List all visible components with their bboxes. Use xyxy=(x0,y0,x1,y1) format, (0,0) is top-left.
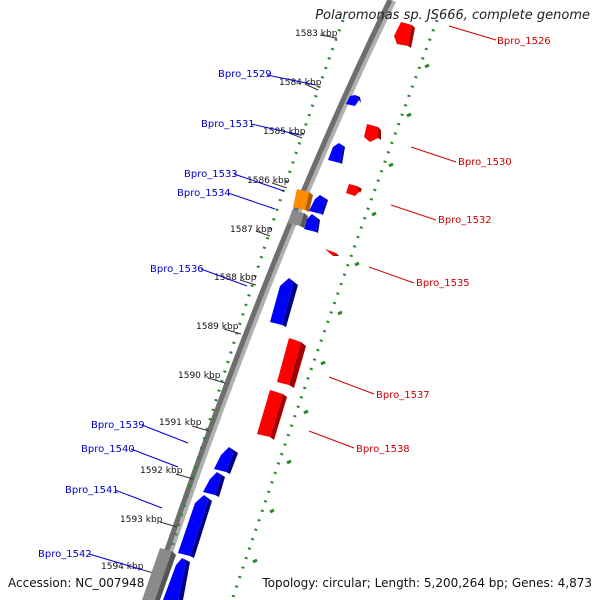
tick-leader xyxy=(175,473,194,480)
gene-label[interactable]: Bpro_1534 xyxy=(177,188,231,199)
gene-label[interactable]: Bpro_1536 xyxy=(150,264,204,275)
outer-ruler-tick xyxy=(337,310,343,316)
gene-bpro-1533[interactable] xyxy=(293,189,313,212)
label-leader xyxy=(410,146,457,163)
tick-label: 1587 kbp xyxy=(230,225,273,235)
gene-gray-1542[interactable] xyxy=(142,548,176,600)
label-leader xyxy=(328,376,375,395)
outer-ruler-tick xyxy=(252,558,258,564)
gene-bpro-1536[interactable] xyxy=(270,278,298,327)
gene-label[interactable]: Bpro_1538 xyxy=(356,444,410,455)
gene-bpro-1539[interactable] xyxy=(214,447,238,474)
label-leader xyxy=(233,173,285,192)
gene-bpro-1532[interactable] xyxy=(346,184,362,196)
gene-bpro-1526[interactable] xyxy=(394,22,415,48)
gene-bpro-1541[interactable] xyxy=(178,495,212,558)
tick-leader xyxy=(319,34,338,39)
tick-leader xyxy=(239,279,257,286)
label-leader xyxy=(130,448,179,468)
gene-label[interactable]: Bpro_1532 xyxy=(438,215,492,226)
outer-ruler-tick xyxy=(286,459,292,465)
outer-ruler-tick xyxy=(388,162,394,168)
outer-ruler xyxy=(230,19,439,600)
gene-label[interactable]: Bpro_1529 xyxy=(218,69,272,80)
label-leader xyxy=(200,268,248,287)
gene-label[interactable]: Bpro_1526 xyxy=(497,36,551,47)
gene-label[interactable]: Bpro_1535 xyxy=(416,278,470,289)
tick-label: 1586 kbp xyxy=(247,176,290,186)
gene-bpro-1535[interactable] xyxy=(325,249,339,256)
forward-strand-genes xyxy=(163,95,361,600)
outer-ruler-tick xyxy=(371,211,377,217)
gene-label[interactable]: Bpro_1540 xyxy=(81,444,135,455)
gene-bpro-1531[interactable] xyxy=(328,143,345,164)
gene-bpro-1538[interactable] xyxy=(257,390,287,440)
tick-leader xyxy=(223,328,242,335)
tick-label: 1593 kbp xyxy=(120,515,163,525)
gene-bpro-1534-2[interactable] xyxy=(304,214,320,233)
label-leader xyxy=(88,553,144,571)
label-leader xyxy=(114,489,163,509)
outer-ruler-tick xyxy=(303,409,309,415)
gene-label[interactable]: Bpro_1531 xyxy=(201,119,255,130)
tick-label: 1592 kbp xyxy=(140,466,183,476)
tick-label: 1594 kbp xyxy=(101,562,144,572)
gene-label[interactable]: Bpro_1542 xyxy=(38,549,92,560)
gene-bpro-1537[interactable] xyxy=(277,338,306,388)
label-leader xyxy=(390,204,437,221)
tick-label: 1590 kbp xyxy=(178,371,221,381)
label-leader xyxy=(448,25,497,41)
gene-label[interactable]: Bpro_1530 xyxy=(458,157,512,168)
tick-label: 1591 kbp xyxy=(159,418,202,428)
tick-label: 1588 kbp xyxy=(214,273,257,283)
tick-leader xyxy=(271,182,288,189)
gene-bpro-1542[interactable] xyxy=(163,558,190,600)
label-leader xyxy=(141,424,189,444)
label-leader xyxy=(308,430,355,449)
gene-bpro-1529[interactable] xyxy=(346,95,361,106)
gene-label[interactable]: Bpro_1541 xyxy=(65,485,119,496)
tick-leader xyxy=(191,425,210,432)
gene-bpro-1534-1[interactable] xyxy=(309,195,328,215)
label-leader xyxy=(368,266,415,284)
inner-ruler xyxy=(155,19,345,600)
tick-label: 1589 kbp xyxy=(196,322,239,332)
outer-ruler-tick xyxy=(269,508,275,514)
outer-ruler-tick xyxy=(424,63,430,69)
label-leader xyxy=(227,192,276,210)
genome-title: Polaromonas sp. JS666, complete genome xyxy=(315,8,590,23)
gene-label[interactable]: Bpro_1539 xyxy=(91,420,145,431)
tick-label: 1584 kbp xyxy=(279,78,322,88)
outer-ruler-tick xyxy=(320,360,326,366)
label-leader xyxy=(250,123,301,136)
gene-label[interactable]: Bpro_1533 xyxy=(184,169,238,180)
outer-ruler-tick xyxy=(354,261,360,267)
tick-label: 1583 kbp xyxy=(295,29,338,39)
label-leader xyxy=(266,74,317,86)
tick-leader xyxy=(207,377,226,384)
genome-backbone xyxy=(147,0,393,600)
gene-label[interactable]: Bpro_1537 xyxy=(376,390,430,401)
outer-ruler-tick xyxy=(406,112,412,118)
tick-leader xyxy=(159,521,178,528)
topology-text: Topology: circular; Length: 5,200,264 bp… xyxy=(262,576,592,590)
tick-leader xyxy=(255,230,271,237)
gene-bpro-1540[interactable] xyxy=(203,472,225,497)
gene-bpro-1530[interactable] xyxy=(364,124,381,142)
tick-label: 1585 kbp xyxy=(263,127,306,137)
gene-gray-1534[interactable] xyxy=(288,210,308,228)
tick-leader xyxy=(304,83,319,91)
reverse-strand-genes xyxy=(257,22,415,440)
accession-text: Accession: NC_007948 xyxy=(8,576,145,590)
tick-leader xyxy=(288,132,303,139)
